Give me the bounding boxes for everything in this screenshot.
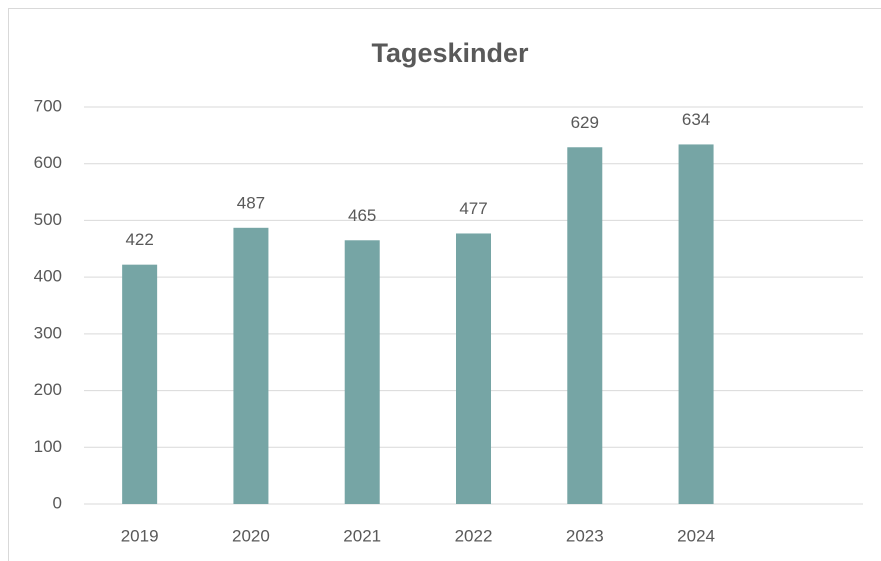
data-label: 487	[237, 193, 265, 212]
data-label: 465	[348, 206, 376, 225]
bar	[344, 240, 380, 504]
chart-title: Tageskinder	[371, 38, 529, 68]
bar	[567, 147, 603, 504]
data-label: 477	[459, 199, 487, 218]
chart-frame	[8, 8, 881, 561]
y-tick-label: 200	[34, 380, 62, 399]
y-tick-label: 0	[53, 493, 62, 512]
data-label: 634	[682, 110, 710, 129]
x-tick-label: 2019	[121, 526, 159, 545]
y-tick-label: 500	[34, 210, 62, 229]
x-tick-label: 2023	[566, 526, 604, 545]
y-tick-label: 700	[34, 96, 62, 115]
y-tick-label: 600	[34, 153, 62, 172]
y-tick-label: 100	[34, 437, 62, 456]
bar	[678, 144, 714, 504]
data-label: 629	[571, 113, 599, 132]
x-tick-label: 2022	[455, 526, 493, 545]
x-tick-label: 2020	[232, 526, 270, 545]
bar	[233, 227, 269, 504]
x-tick-label: 2024	[677, 526, 715, 545]
y-tick-label: 300	[34, 323, 62, 342]
bar	[456, 233, 491, 505]
x-tick-label: 2021	[343, 526, 381, 545]
y-tick-label: 400	[34, 267, 62, 286]
data-label: 422	[125, 230, 153, 249]
bar	[122, 264, 158, 504]
